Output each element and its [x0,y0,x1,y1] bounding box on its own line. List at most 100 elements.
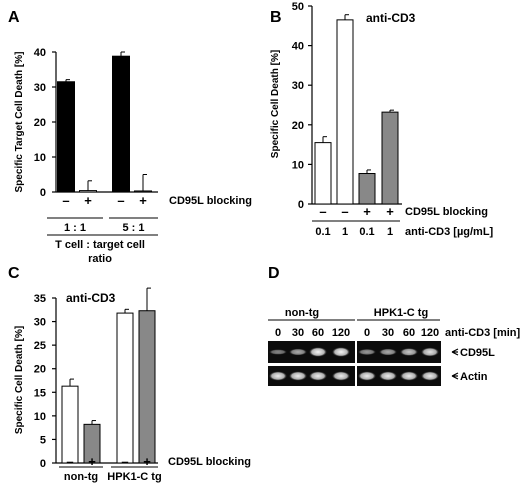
y-tick-label: 15 [34,387,46,399]
panel-letter-b: B [270,9,282,26]
bar [79,190,97,193]
actin-band [421,371,439,381]
y-tick-label: 20 [34,364,46,376]
actin-band [379,371,397,381]
cd95l-blocking-marker: + [139,193,147,208]
bar [336,19,354,205]
blot-time-label: 120 [332,327,350,339]
bar [112,55,130,193]
y-tick-label: 5 [40,434,46,446]
blot-group-label: non-tg [285,307,319,319]
anti-cd3-dose: 1 [342,226,348,238]
cd95l-strip [268,341,441,363]
y-axis-label: Specific Target Cell Death [%] [14,52,25,193]
group-label: 1 : 1 [64,222,86,234]
cd95l-blocking-marker: – [117,193,124,208]
cd95l-blocking-label: CD95L blocking [169,195,252,207]
anti-cd3-dose: 0.1 [315,226,330,238]
cd95l-band [421,347,439,357]
blot-time-label: 60 [403,327,415,339]
y-tick-label: 0 [40,187,46,199]
bar [57,81,75,193]
panel-letter-d: D [268,265,280,282]
y-axis-label: Specific Cell Death [%] [14,326,25,434]
actin-band-label: Actin [460,371,488,383]
cd95l-blocking-marker: – [319,204,326,219]
actin-band [269,371,287,381]
cd95l-band [358,348,376,356]
cd95l-blocking-marker: – [121,454,128,469]
y-tick-label: 40 [34,47,46,59]
cd95l-blocking-marker: + [143,454,151,469]
cd95l-blocking-marker: – [62,193,69,208]
arrow-icon [451,348,459,356]
y-tick-label: 10 [34,411,46,423]
y-tick-label: 30 [34,317,46,329]
y-tick-label: 30 [292,80,304,92]
blot-time-label: 0 [275,327,281,339]
panel-letter-c: C [8,265,20,282]
chart-title: anti-CD3 [366,11,416,25]
anti-cd3-dose-label: anti-CD3 [µg/mL] [405,226,494,238]
bar [61,385,79,464]
cd95l-blocking-marker: – [66,454,73,469]
actin-band [309,371,327,381]
group-caption: T cell : target cell [55,239,145,251]
cd95l-band [309,347,327,357]
blot-separator [355,366,357,386]
cd95l-blocking-label: CD95L blocking [405,206,488,218]
blot-separator [355,341,357,363]
bar [314,142,332,205]
cd95l-band [400,348,418,356]
bar [358,173,376,205]
blot-time-label: 120 [421,327,439,339]
anti-cd3-dose: 0.1 [359,226,374,238]
y-tick-label: 50 [292,1,304,13]
y-tick-label: 0 [40,458,46,470]
cd95l-band [332,347,350,357]
group-caption: ratio [88,253,112,265]
y-tick-label: 10 [34,152,46,164]
y-axis-label: Specific Cell Death [%] [270,50,281,158]
bar [381,111,399,205]
blot-time-caption: anti-CD3 [min] [445,327,520,339]
cd95l-band-label: CD95L [460,347,495,359]
y-tick-label: 20 [34,117,46,129]
cd95l-blocking-marker: + [84,193,92,208]
blot-time-label: 0 [364,327,370,339]
chart-title: anti-CD3 [66,291,116,305]
cd95l-blocking-marker: – [341,204,348,219]
bar [116,312,134,464]
group-label: HPK1-C tg [107,471,161,483]
y-tick-label: 20 [292,120,304,132]
cd95l-blocking-marker: + [363,204,371,219]
anti-cd3-dose: 1 [387,226,393,238]
y-tick-label: 10 [292,159,304,171]
actin-band [332,371,350,381]
y-tick-label: 35 [34,293,46,305]
group-label: non-tg [64,471,98,483]
y-tick-label: 30 [34,82,46,94]
panel-letter-a: A [8,9,20,26]
bar [134,190,152,193]
blot-group-label: HPK1-C tg [374,307,428,319]
y-tick-label: 40 [292,41,304,53]
y-tick-label: 25 [34,340,46,352]
arrow-icon [451,372,459,380]
cd95l-blocking-marker: + [386,204,394,219]
actin-band [289,371,307,381]
actin-band [358,371,376,381]
bar [138,310,156,464]
actin-band [400,371,418,381]
cd95l-blocking-marker: + [88,454,96,469]
actin-strip [268,366,441,386]
cd95l-band [269,349,287,355]
group-label: 5 : 1 [122,222,144,234]
y-tick-label: 0 [298,199,304,211]
blot-time-label: 30 [382,327,394,339]
cd95l-blocking-label: CD95L blocking [168,456,251,468]
blot-time-label: 30 [292,327,304,339]
cd95l-band [379,348,397,356]
cd95l-band [289,348,307,356]
